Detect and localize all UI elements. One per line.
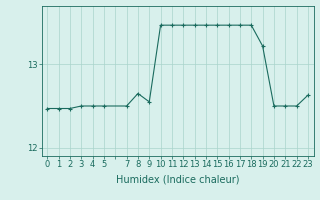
X-axis label: Humidex (Indice chaleur): Humidex (Indice chaleur)	[116, 175, 239, 185]
